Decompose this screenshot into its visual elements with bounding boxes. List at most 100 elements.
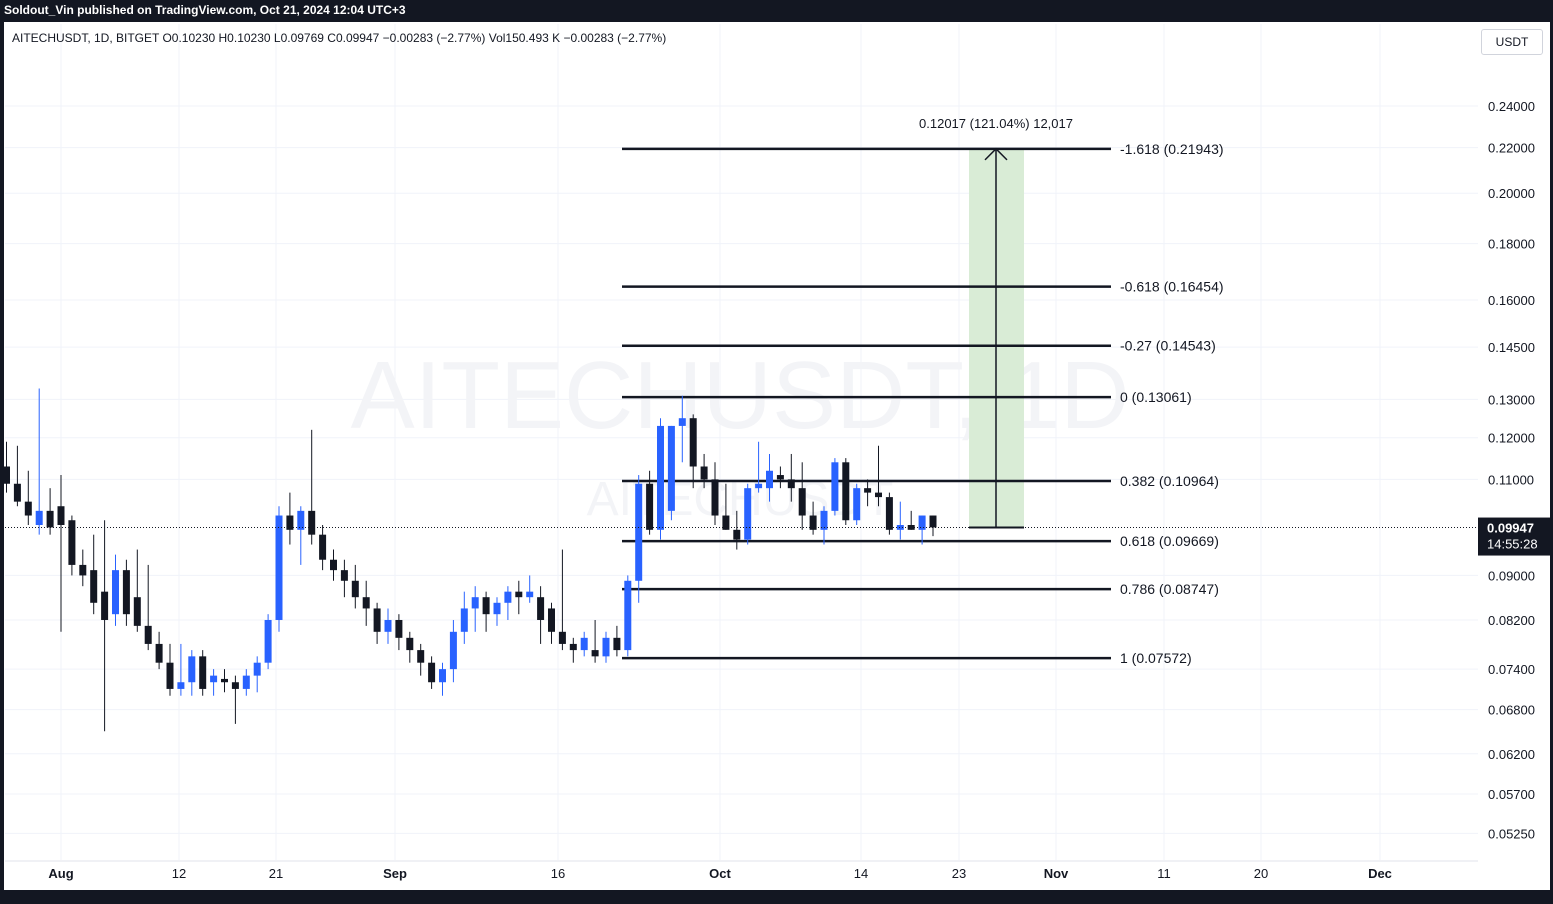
candle-body bbox=[340, 570, 348, 581]
price-tick-label: 0.20000 bbox=[1488, 186, 1535, 201]
time-tick-label: Nov bbox=[1044, 866, 1069, 881]
fib-level-label: 0.786 (0.08747) bbox=[1120, 581, 1219, 597]
candle-body bbox=[875, 492, 882, 498]
candles bbox=[3, 388, 937, 732]
candle-body bbox=[460, 608, 468, 632]
time-axis: Aug 12 21 Sep 16 Oct 14 23 Nov 11 20 Dec bbox=[48, 866, 1392, 881]
candle-body bbox=[13, 483, 21, 502]
candle-body bbox=[406, 637, 414, 651]
candle-body bbox=[929, 515, 937, 528]
candle-body bbox=[242, 675, 250, 689]
candle-body bbox=[231, 682, 239, 689]
candle-body bbox=[864, 488, 872, 493]
last-price-countdown: 14:55:28 bbox=[1487, 537, 1538, 552]
candle-body bbox=[155, 643, 163, 663]
candle-body bbox=[689, 418, 697, 467]
fib-level-label: 1 (0.07572) bbox=[1120, 650, 1192, 666]
price-tick-label: 0.18000 bbox=[1488, 237, 1535, 252]
grid-lines bbox=[5, 24, 1478, 862]
fib-level-label: -0.618 (0.16454) bbox=[1120, 279, 1224, 295]
candle-body bbox=[384, 619, 392, 632]
candle-body bbox=[319, 534, 327, 560]
candle-body bbox=[657, 425, 664, 530]
candle-body bbox=[885, 497, 893, 530]
candle-body bbox=[471, 597, 479, 609]
time-tick-label: 11 bbox=[1157, 866, 1171, 881]
candle-body bbox=[253, 662, 261, 676]
time-tick-label: 16 bbox=[551, 866, 565, 881]
candle-body bbox=[221, 678, 228, 683]
candle-body bbox=[798, 488, 806, 516]
time-tick-label: 23 bbox=[952, 866, 966, 881]
price-tick-label: 0.22000 bbox=[1488, 141, 1535, 156]
candle-body bbox=[188, 656, 196, 683]
candle-body bbox=[591, 650, 599, 657]
candle-body bbox=[133, 597, 141, 626]
price-tick-label: 0.12000 bbox=[1488, 431, 1535, 446]
candle-body bbox=[373, 608, 381, 632]
currency-button[interactable]: USDT bbox=[1481, 29, 1543, 55]
candle-body bbox=[667, 425, 675, 511]
candle-body bbox=[428, 662, 436, 683]
candle-body bbox=[766, 470, 773, 489]
price-tick-label: 0.14500 bbox=[1488, 340, 1535, 355]
candle-body bbox=[122, 570, 130, 615]
candle-body bbox=[68, 520, 76, 565]
candle-body bbox=[275, 515, 283, 620]
candle-body bbox=[755, 483, 763, 489]
candle-body bbox=[624, 580, 632, 651]
candle-body bbox=[504, 591, 512, 603]
candle-body bbox=[286, 515, 294, 530]
candle-body bbox=[896, 525, 904, 530]
price-tick-label: 0.08200 bbox=[1488, 613, 1535, 628]
time-tick-label: 12 bbox=[172, 866, 186, 881]
candle-body bbox=[351, 580, 359, 598]
price-tick-label: 0.06200 bbox=[1488, 747, 1535, 762]
candle-body bbox=[842, 462, 850, 521]
publish-info: Soldout_Vin published on TradingView.com… bbox=[4, 3, 406, 17]
candle-body bbox=[493, 602, 501, 615]
price-tick-label: 0.11000 bbox=[1488, 472, 1534, 487]
candle-body bbox=[199, 656, 207, 689]
fib-level-label: 0 (0.13061) bbox=[1120, 389, 1192, 405]
price-tick-label: 0.09000 bbox=[1488, 568, 1535, 583]
time-tick-label: 21 bbox=[269, 866, 283, 881]
candle-body bbox=[449, 631, 457, 670]
candle-body bbox=[417, 650, 425, 663]
candle-body bbox=[787, 479, 795, 489]
time-tick-label: Aug bbox=[48, 866, 73, 881]
candle-body bbox=[57, 506, 65, 526]
candle-body bbox=[711, 479, 719, 516]
fib-level-label: -1.618 (0.21943) bbox=[1120, 141, 1224, 157]
candle-body bbox=[308, 510, 316, 535]
candle-body bbox=[820, 510, 828, 530]
candle-body bbox=[90, 570, 98, 603]
time-tick-label: Oct bbox=[709, 866, 731, 881]
price-tick-label: 0.13000 bbox=[1488, 392, 1535, 407]
price-tick-label: 0.05250 bbox=[1488, 826, 1535, 841]
publish-bar: Soldout_Vin published on TradingView.com… bbox=[0, 0, 1553, 22]
candle-body bbox=[166, 662, 174, 689]
candle-body bbox=[635, 483, 643, 581]
fib-level-label: 0.382 (0.10964) bbox=[1120, 473, 1219, 489]
candle-body bbox=[101, 591, 109, 620]
left-border bbox=[0, 22, 4, 890]
candle-body bbox=[112, 570, 119, 615]
candle-body bbox=[526, 591, 534, 598]
symbol-legend: AITECHUSDT, 1D, BITGET O0.10230 H0.10230… bbox=[12, 31, 667, 45]
candle-body bbox=[853, 488, 861, 521]
candle-body bbox=[602, 637, 610, 657]
candle-body bbox=[558, 631, 566, 644]
last-price-value: 0.09947 bbox=[1487, 521, 1534, 536]
candle-body bbox=[439, 669, 446, 683]
last-price-box bbox=[1478, 517, 1550, 556]
fib-retracement: -1.618 (0.21943) -0.618 (0.16454) -0.27 (0… bbox=[622, 141, 1224, 666]
price-tick-label: 0.16000 bbox=[1488, 293, 1535, 308]
candle-body bbox=[744, 488, 752, 540]
candle-body bbox=[569, 643, 577, 651]
fib-level-label: 0.618 (0.09669) bbox=[1120, 533, 1219, 549]
time-tick-label: 14 bbox=[854, 866, 868, 881]
candle-body bbox=[35, 510, 43, 526]
